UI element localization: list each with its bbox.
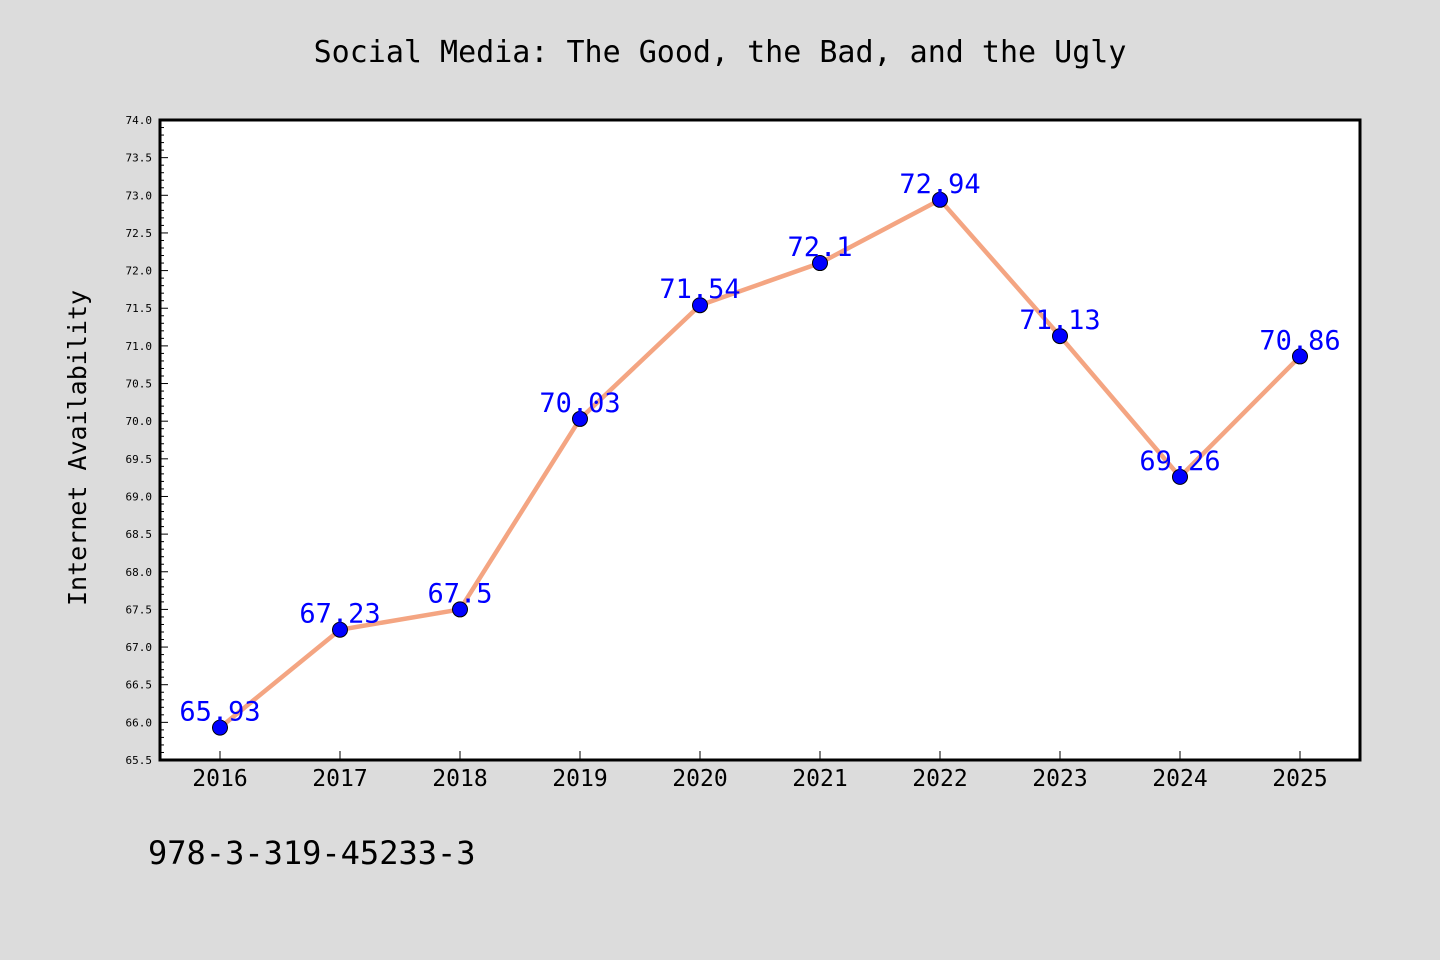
- series-layer: 65.93 67.23 67.5 70.03 71.54 72.1 72.94 71.13 69…: [179, 169, 1341, 736]
- data-point-marker: [1172, 468, 1188, 485]
- data-label: 72.1: [787, 232, 852, 263]
- x-tick-label: 2022: [912, 766, 967, 792]
- data-point-marker: [1052, 328, 1068, 345]
- chart-title: Social Media: The Good, the Bad, and the…: [314, 35, 1127, 70]
- y-tick-label: 67.0: [126, 641, 153, 654]
- x-tick-label: 2023: [1032, 766, 1087, 792]
- x-tick-label: 2024: [1152, 766, 1207, 792]
- y-tick-label: 74.0: [126, 114, 153, 127]
- y-axis-label: Internet Availability: [63, 290, 92, 606]
- y-tick-label: 68.5: [126, 528, 153, 541]
- data-label: 70.03: [539, 388, 620, 419]
- y-tick-label: 70.0: [126, 415, 153, 428]
- x-axis: 2016 2017 2018 2019 2020 2021 2022 2023 2024 2025: [192, 751, 1328, 792]
- y-tick-label: 72.5: [126, 227, 153, 240]
- x-tick-label: 2018: [432, 766, 487, 792]
- y-tick-label: 71.0: [126, 340, 153, 353]
- y-tick-label: 66.0: [126, 716, 153, 729]
- plot-frame: [158, 118, 1362, 762]
- x-tick-label: 2021: [792, 766, 847, 792]
- y-axis: 65.5 66.0 66.5 67.0 67.5 68.0 68.5 69.0 69.5 70.0…: [126, 114, 168, 767]
- x-tick-label: 2017: [312, 766, 367, 792]
- plot-area: [160, 120, 1360, 760]
- data-point-marker: [932, 191, 948, 208]
- data-label: 67.23: [299, 599, 380, 630]
- data-point-marker: [212, 719, 228, 736]
- y-tick-label: 70.5: [126, 378, 153, 391]
- y-tick-label: 68.0: [126, 566, 153, 579]
- x-tick-label: 2020: [672, 766, 727, 792]
- y-tick-label: 73.5: [126, 152, 153, 165]
- y-tick-label: 69.5: [126, 453, 153, 466]
- series-line: [217, 197, 1303, 730]
- y-tick-label: 66.5: [126, 679, 153, 692]
- y-tick-label: 65.5: [126, 754, 153, 767]
- y-tick-label: 71.5: [126, 302, 153, 315]
- data-point-marker: [332, 621, 348, 638]
- y-tick-label: 72.0: [126, 265, 153, 278]
- y-tick-label: 67.5: [126, 603, 153, 616]
- x-tick-label: 2016: [192, 766, 247, 792]
- data-label: 70.86: [1259, 325, 1340, 356]
- y-tick-label: 73.0: [126, 189, 153, 202]
- data-label: 65.93: [179, 697, 260, 728]
- data-label: 69.26: [1139, 446, 1220, 477]
- data-label: 71.13: [1019, 305, 1100, 336]
- data-point-marker: [572, 410, 588, 427]
- footnote: 978-3-319-45233-3: [148, 834, 476, 872]
- x-tick-label: 2025: [1272, 766, 1327, 792]
- data-point-marker: [452, 601, 468, 618]
- data-label: 67.5: [427, 578, 492, 609]
- x-tick-label: 2019: [552, 766, 607, 792]
- data-point-marker: [812, 255, 828, 272]
- data-point-marker: [1292, 348, 1308, 365]
- data-label: 71.54: [659, 274, 740, 305]
- data-label: 72.94: [899, 169, 980, 200]
- data-point-marker: [692, 297, 708, 314]
- y-tick-label: 69.0: [126, 490, 153, 503]
